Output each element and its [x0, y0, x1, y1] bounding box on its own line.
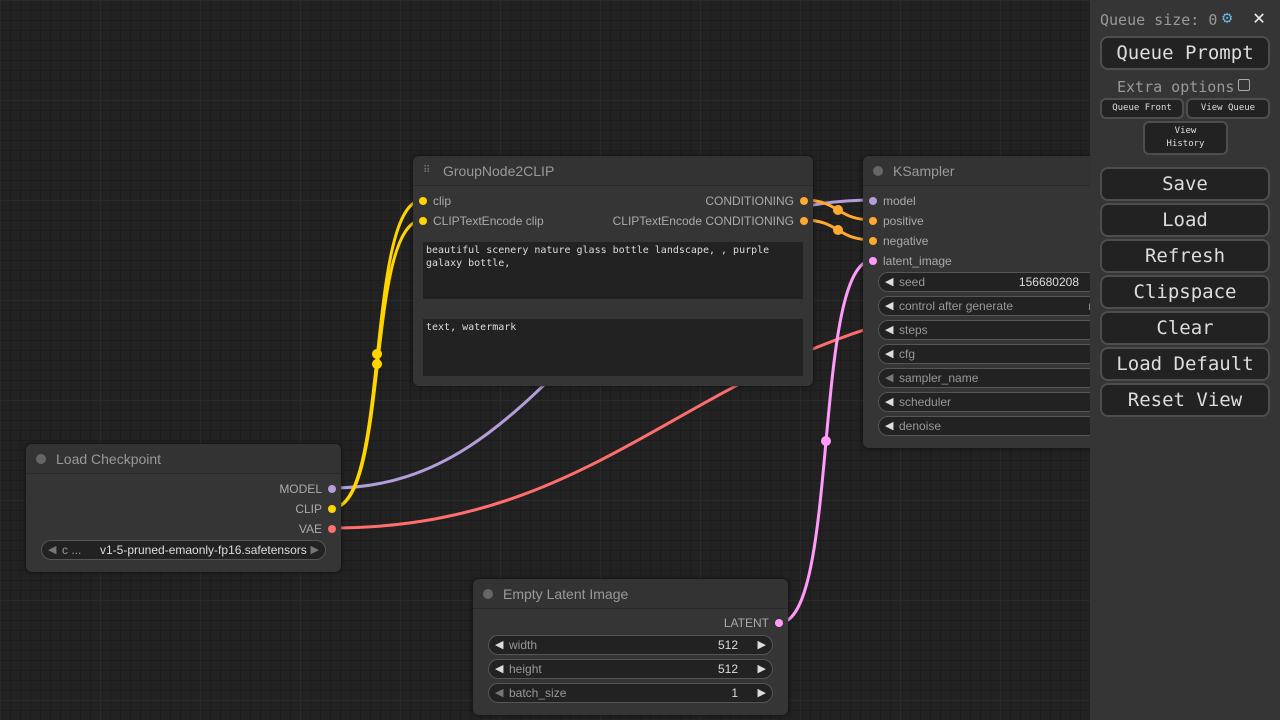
link-midpoint [372, 349, 382, 359]
close-icon[interactable]: ✕ [1253, 5, 1266, 29]
output-latent[interactable]: LATENT [724, 613, 783, 633]
link-midpoint [833, 205, 843, 215]
positive-prompt-textarea[interactable]: beautiful scenery nature glass bottle la… [423, 242, 803, 299]
input-cliptextencode-clip[interactable]: CLIPTextEncode clip [419, 211, 544, 231]
input-model[interactable]: model [869, 191, 916, 211]
node-title[interactable]: ⠿ GroupNode2CLIP [413, 156, 813, 186]
node-load-checkpoint[interactable]: Load Checkpoint MODEL CLIP VAE ◀ c ... v1-… [26, 444, 341, 572]
input-clip[interactable]: clip [419, 191, 451, 211]
widget-height[interactable]: ◀ height 512 ▶ [488, 659, 773, 679]
widget-batch-size[interactable]: ◀ batch_size 1 ▶ [488, 683, 773, 703]
widget-scheduler[interactable]: ◀ scheduler [878, 392, 1138, 412]
input-negative[interactable]: negative [869, 231, 928, 251]
output-cliptextencode-conditioning[interactable]: CLIPTextEncode CONDITIONING [613, 211, 808, 231]
widget-control-after-generate[interactable]: ◀control after generateran [878, 296, 1138, 316]
load-button[interactable]: Load [1100, 203, 1270, 237]
queue-prompt-button[interactable]: Queue Prompt [1100, 36, 1270, 70]
clipspace-button[interactable]: Clipspace [1100, 275, 1270, 309]
extra-options-label: Extra options [1117, 78, 1235, 96]
widget-cfg[interactable]: ◀ cfg [878, 344, 1138, 364]
queue-front-button[interactable]: Queue Front [1100, 98, 1184, 119]
save-button[interactable]: Save [1100, 167, 1270, 201]
widget-seed[interactable]: ◀ seed 156680208 [878, 272, 1138, 292]
view-history-button[interactable]: View History [1143, 121, 1228, 155]
view-queue-button[interactable]: View Queue [1186, 98, 1270, 119]
widget-width[interactable]: ◀ width 512 ▶ [488, 635, 773, 655]
negative-prompt-textarea[interactable]: text, watermark [423, 319, 803, 376]
node-title[interactable]: Load Checkpoint [26, 444, 341, 474]
settings-gear-icon[interactable]: ⚙ [1222, 8, 1233, 28]
collapse-dot-icon[interactable] [483, 589, 493, 599]
widget-ckpt-name[interactable]: ◀ c ... v1-5-pruned-emaonly-fp16.safetenso… [41, 540, 326, 560]
load-default-button[interactable]: Load Default [1100, 347, 1270, 381]
input-positive[interactable]: positive [869, 211, 924, 231]
node-groupnode2clip[interactable]: ⠿ GroupNode2CLIP clip CLIPTextEncode clip… [413, 156, 813, 386]
collapse-dot-icon[interactable] [36, 454, 46, 464]
queue-panel: Queue size: 0 ⚙ ✕ Queue Prompt Extra opt… [1090, 0, 1280, 720]
widget-denoise[interactable]: ◀ denoise [878, 416, 1138, 436]
grip-icon: ⠿ [423, 165, 431, 176]
node-empty-latent-image[interactable]: Empty Latent Image LATENT ◀ width 512 ▶ ◀ he… [473, 579, 788, 715]
input-latent-image[interactable]: latent_image [869, 251, 952, 271]
link-midpoint [821, 436, 831, 446]
widget-steps[interactable]: ◀ steps [878, 320, 1138, 340]
collapse-dot-icon[interactable] [873, 166, 883, 176]
output-clip[interactable]: CLIP [295, 499, 336, 519]
output-model[interactable]: MODEL [279, 479, 336, 499]
output-conditioning[interactable]: CONDITIONING [705, 191, 808, 211]
node-ksampler[interactable]: KSampler model positive negative latent_… [863, 156, 1138, 448]
reset-view-button[interactable]: Reset View [1100, 383, 1270, 417]
output-vae[interactable]: VAE [299, 519, 336, 539]
link-midpoint [833, 225, 843, 235]
queue-size-label: Queue size: 0 [1100, 11, 1218, 29]
node-title[interactable]: Empty Latent Image [473, 579, 788, 609]
extra-options-checkbox[interactable] [1238, 79, 1250, 91]
clear-button[interactable]: Clear [1100, 311, 1270, 345]
refresh-button[interactable]: Refresh [1100, 239, 1270, 273]
link-midpoint [372, 359, 382, 369]
node-title[interactable]: KSampler [863, 156, 1123, 186]
